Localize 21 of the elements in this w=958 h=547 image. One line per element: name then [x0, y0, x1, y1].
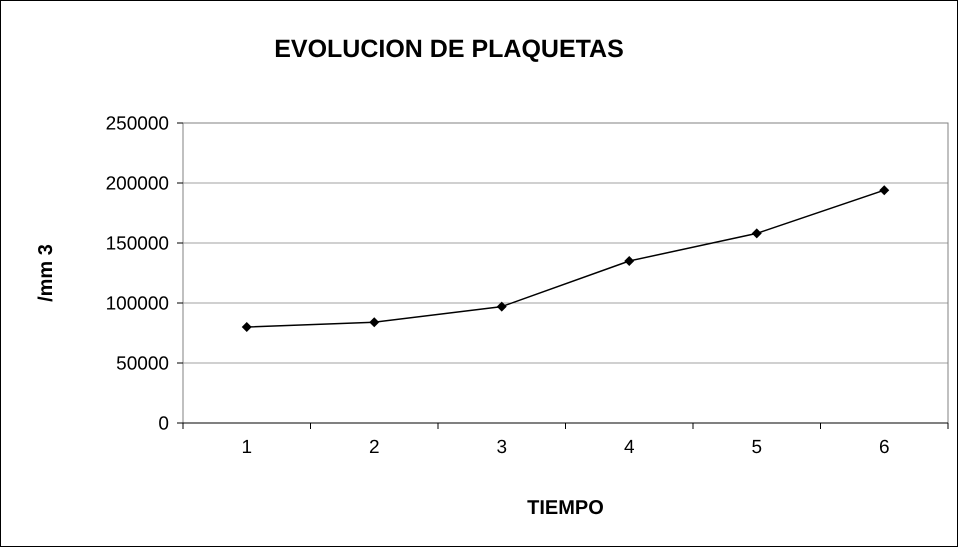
point — [624, 256, 634, 266]
y-tick-label: 200000 — [106, 174, 169, 195]
x-tick-label: 4 — [624, 437, 635, 458]
x-axis-title: TIEMPO — [527, 497, 604, 519]
x-tick-label: 1 — [241, 437, 252, 458]
y-tick-label: 150000 — [106, 234, 169, 255]
chart-title: EVOLUCION DE PLAQUETAS — [274, 35, 624, 63]
y-tick-label: 250000 — [106, 114, 169, 135]
point — [496, 302, 507, 312]
point — [879, 185, 890, 196]
y-tick-label: 0 — [158, 414, 169, 435]
y-tick-label: 50000 — [116, 354, 169, 375]
y-tick-label: 100000 — [106, 294, 169, 315]
point — [369, 317, 380, 328]
point — [242, 322, 252, 332]
point — [752, 228, 762, 238]
x-tick-label: 6 — [878, 437, 890, 458]
x-tick-label: 2 — [368, 437, 380, 458]
x-tick-label: 3 — [496, 437, 508, 458]
x-tick-label: 5 — [751, 437, 762, 458]
y-axis-title: /mm 3 — [35, 244, 57, 302]
